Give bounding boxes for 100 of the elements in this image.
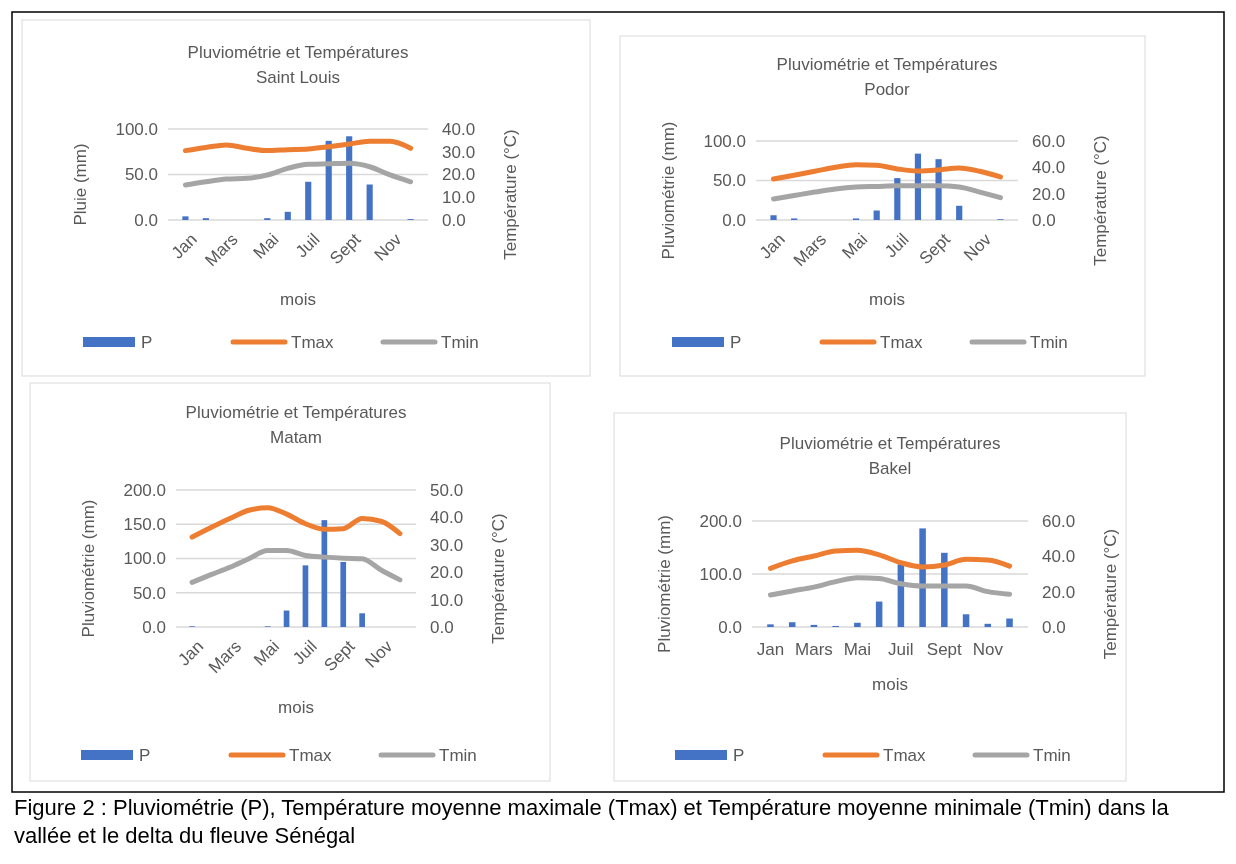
y2-axis-title: Température (°C): [1091, 135, 1110, 266]
bar: [305, 181, 312, 220]
y2-tick-label: 50.0: [430, 480, 464, 500]
bar: [182, 216, 189, 220]
y2-tick-label: 20.0: [1042, 582, 1076, 602]
y-tick-label: 100.0: [115, 119, 158, 139]
legend-label: Tmax: [880, 332, 923, 352]
bar: [366, 184, 373, 220]
x-axis-title: mois: [869, 290, 905, 309]
x-tick-label: Mai: [843, 640, 872, 659]
x-tick-label: Mai: [250, 636, 283, 670]
chart-title: Pluviométrie et Températures: [779, 434, 1001, 453]
y2-tick-label: 40.0: [1032, 158, 1066, 178]
y-axis-title: Pluviométrie (mm): [659, 121, 678, 260]
bar: [919, 528, 926, 627]
x-tick-label: Nov: [370, 229, 406, 265]
x-tick-label: Juil: [888, 640, 914, 659]
x-tick-label: Juil: [881, 229, 913, 262]
legend-label: P: [730, 332, 742, 352]
y-tick-label: 0.0: [722, 210, 746, 230]
bar: [284, 211, 291, 220]
y2-tick-label: 30.0: [442, 142, 476, 162]
y-tick-label: 150.0: [123, 515, 166, 535]
y2-tick-label: 60.0: [1042, 511, 1076, 531]
x-tick-label: Jan: [755, 229, 789, 263]
bar: [788, 622, 796, 627]
y-tick-label: 0.0: [718, 617, 742, 637]
y-axis-title: Pluviométrie (mm): [655, 515, 674, 653]
y2-tick-label: 0.0: [1042, 617, 1066, 637]
caption: Figure 2 : Pluviométrie (P), Température moyenne maximale (Tmax) et Température moyenne minimale (Tmin) dans la vallée et le delta du fleuve Sénégal: [14, 794, 1170, 850]
x-axis-title: mois: [280, 290, 316, 309]
y2-tick-label: 40.0: [1042, 547, 1076, 567]
bar: [956, 205, 963, 220]
legend-label: Tmin: [1033, 745, 1071, 765]
bar: [767, 624, 774, 627]
y2-tick-label: 0.0: [442, 210, 466, 230]
chart-subtitle: Bakel: [868, 459, 912, 478]
legend-label: Tmin: [1030, 332, 1068, 352]
x-tick-label: Nov: [960, 229, 996, 265]
chart-subtitle: Podor: [864, 80, 911, 99]
legend-label: Tmax: [883, 745, 926, 765]
y2-tick-label: 10.0: [430, 590, 464, 610]
legend-label: Tmin: [439, 745, 477, 765]
y2-tick-label: 40.0: [442, 119, 476, 139]
chart-title: Pluviométrie et Températures: [187, 43, 409, 62]
legend-label: Tmax: [289, 745, 332, 765]
x-tick-label: Sept: [926, 640, 963, 659]
bar: [340, 561, 347, 627]
y-tick-label: 100.0: [123, 549, 166, 569]
y2-tick-label: 30.0: [430, 535, 464, 555]
x-tick-label: Mai: [838, 229, 872, 263]
bar: [1006, 618, 1013, 627]
bar: [962, 614, 970, 627]
y2-axis-title: Température (°C): [501, 129, 520, 260]
bar: [770, 215, 777, 220]
y-tick-label: 200.0: [699, 511, 742, 531]
y2-tick-label: 20.0: [1032, 184, 1066, 204]
y2-tick-label: 0.0: [1032, 210, 1056, 230]
y2-tick-label: 20.0: [430, 563, 464, 583]
bar: [873, 210, 880, 220]
x-tick-label: Nov: [972, 640, 1004, 659]
y-tick-label: 50.0: [132, 583, 166, 603]
y-tick-label: 50.0: [712, 171, 746, 191]
x-tick-label: Nov: [361, 636, 397, 672]
y-axis-title: Pluviométrie (mm): [79, 499, 98, 638]
chart-subtitle: Saint Louis: [255, 68, 341, 87]
x-axis-title: mois: [278, 698, 314, 717]
bar: [875, 601, 883, 627]
y-tick-label: 0.0: [134, 210, 158, 230]
y2-tick-label: 40.0: [430, 508, 464, 528]
y2-tick-label: 0.0: [430, 617, 454, 637]
bar: [359, 613, 365, 627]
y-tick-label: 200.0: [123, 480, 166, 500]
legend-label: P: [139, 745, 151, 765]
y-tick-label: 0.0: [142, 617, 166, 637]
x-tick-label: Mai: [249, 229, 283, 263]
chart-title: Pluviométrie et Températures: [185, 403, 407, 422]
y2-axis-title: Température (°C): [1101, 528, 1120, 660]
y2-tick-label: 20.0: [442, 165, 476, 185]
y-tick-label: 50.0: [124, 165, 158, 185]
y2-tick-label: 10.0: [442, 188, 476, 208]
y-tick-label: 100.0: [699, 564, 742, 584]
chart-title: Pluviométrie et Températures: [776, 55, 998, 74]
bar: [854, 622, 861, 627]
y2-tick-label: 60.0: [1032, 131, 1066, 151]
x-tick-label: Jan: [167, 229, 201, 263]
chart-subtitle: Matam: [270, 428, 322, 447]
legend-label: Tmin: [441, 332, 479, 352]
x-tick-label: Mars: [795, 640, 833, 659]
x-tick-label: Jan: [756, 640, 785, 659]
y-axis-title: Pluie (mm): [71, 143, 90, 226]
x-axis-title: mois: [872, 675, 908, 694]
y-tick-label: 100.0: [703, 131, 746, 151]
x-tick-label: Juil: [289, 636, 321, 669]
x-tick-label: Jan: [174, 636, 208, 670]
y2-axis-title: Température (°C): [489, 513, 508, 644]
legend-label: Tmax: [291, 332, 334, 352]
legend-label: P: [733, 745, 745, 765]
x-tick-label: Juil: [292, 229, 324, 262]
legend-label: P: [141, 332, 153, 352]
